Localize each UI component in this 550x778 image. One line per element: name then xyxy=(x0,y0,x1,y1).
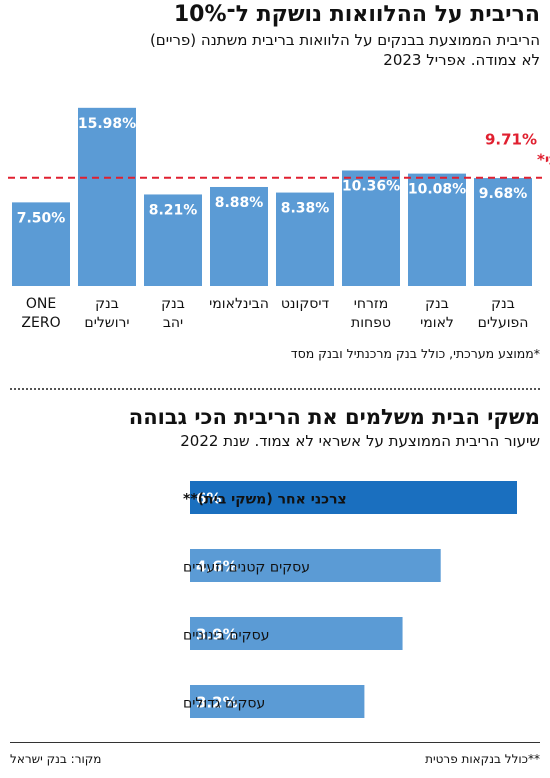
bar xyxy=(276,192,334,286)
bar xyxy=(474,178,532,286)
bar-value-label: 4.6% xyxy=(196,558,238,576)
category-label: בנק xyxy=(491,296,515,312)
footnote-private-banking: **כולל בנקאות פרטית xyxy=(425,752,540,766)
category-label: הפועלים xyxy=(478,315,529,331)
average-value-label: 9.71% xyxy=(485,131,537,149)
bar-value-label: 8.88% xyxy=(215,195,264,211)
bar xyxy=(12,202,70,286)
chart-title: הריבית על ההלוואות נושקת ל־10% xyxy=(173,2,540,27)
bar-value-label: 9.68% xyxy=(479,186,528,202)
chart-subtitle: הריבית הממוצעת בבנקים על הלוואות בריבית … xyxy=(10,30,540,70)
bar-value-label: 10.36% xyxy=(342,178,400,194)
bar-value-label: 8.38% xyxy=(281,201,330,217)
category-label: בנק xyxy=(425,296,449,312)
bar-value-label: 3.9% xyxy=(196,626,238,644)
category-label: הבינלאומי xyxy=(209,296,269,312)
category-label: ONE xyxy=(26,296,56,312)
subtitle-line: הריבית הממוצעת בבנקים על הלוואות בריבית … xyxy=(149,31,540,49)
category-label: עסקים בינוניים xyxy=(183,628,269,644)
bar xyxy=(144,194,202,286)
category-label: עסקים גדולים xyxy=(183,696,265,712)
bar xyxy=(78,107,136,286)
bar xyxy=(408,173,466,286)
bar-value-label: 10.08% xyxy=(408,182,466,198)
category-label: מזרחי xyxy=(354,296,389,312)
category-label: ZERO xyxy=(21,315,60,331)
category-label: ירושלים xyxy=(84,315,129,331)
source-note: מקור: בנק ישראל xyxy=(10,752,102,766)
section-title: משקי הבית משלמים את הריבית הכי גבוהה xyxy=(128,405,540,429)
bar xyxy=(342,170,400,286)
category-label: צרכני אחר (משקי בית)** xyxy=(183,492,347,508)
bar-value-label: 6% xyxy=(196,490,221,508)
bar xyxy=(190,685,365,718)
bar-value-label: 7.50% xyxy=(17,210,66,226)
footnote-average: *ממוצע מערכתי, כולל בנק מרכנתיל ובנק מסד xyxy=(290,346,540,361)
section-subtitle: שיעור הריבית הממוצעת על אשראי לא צמוד. ש… xyxy=(180,432,540,450)
bar xyxy=(190,481,517,514)
bottom-rule xyxy=(10,742,540,743)
bar xyxy=(210,186,268,286)
category-label: בנק xyxy=(161,296,185,312)
bar-value-label: 3.2% xyxy=(196,694,238,712)
bar xyxy=(190,617,403,650)
credit-rates-chart: 6%צרכני אחר (משקי בית)** 4.6%עסקים קטנים … xyxy=(183,481,517,718)
bar-value-label: 8.21% xyxy=(149,202,198,218)
category-label: דיסקונט xyxy=(281,296,330,312)
category-label: יהב xyxy=(163,315,183,331)
category-label: לאומי xyxy=(420,315,454,331)
category-label: עסקים קטנים וזעירים xyxy=(183,560,310,576)
bank-rates-chart: 7.50% ONE ZERO 15.98% בנק ירושלים 8.21% בנק יהב 8… xyxy=(8,107,550,331)
category-label: טפחות xyxy=(351,315,391,331)
average-text-label: ממוצע מערכתי* xyxy=(537,151,550,169)
subtitle-line: לא צמודה. אפריל 2023 xyxy=(383,51,540,69)
category-label: בנק xyxy=(95,296,119,312)
bar xyxy=(190,549,441,582)
bar-value-label: 15.98% xyxy=(78,116,136,132)
section-divider xyxy=(10,388,540,390)
